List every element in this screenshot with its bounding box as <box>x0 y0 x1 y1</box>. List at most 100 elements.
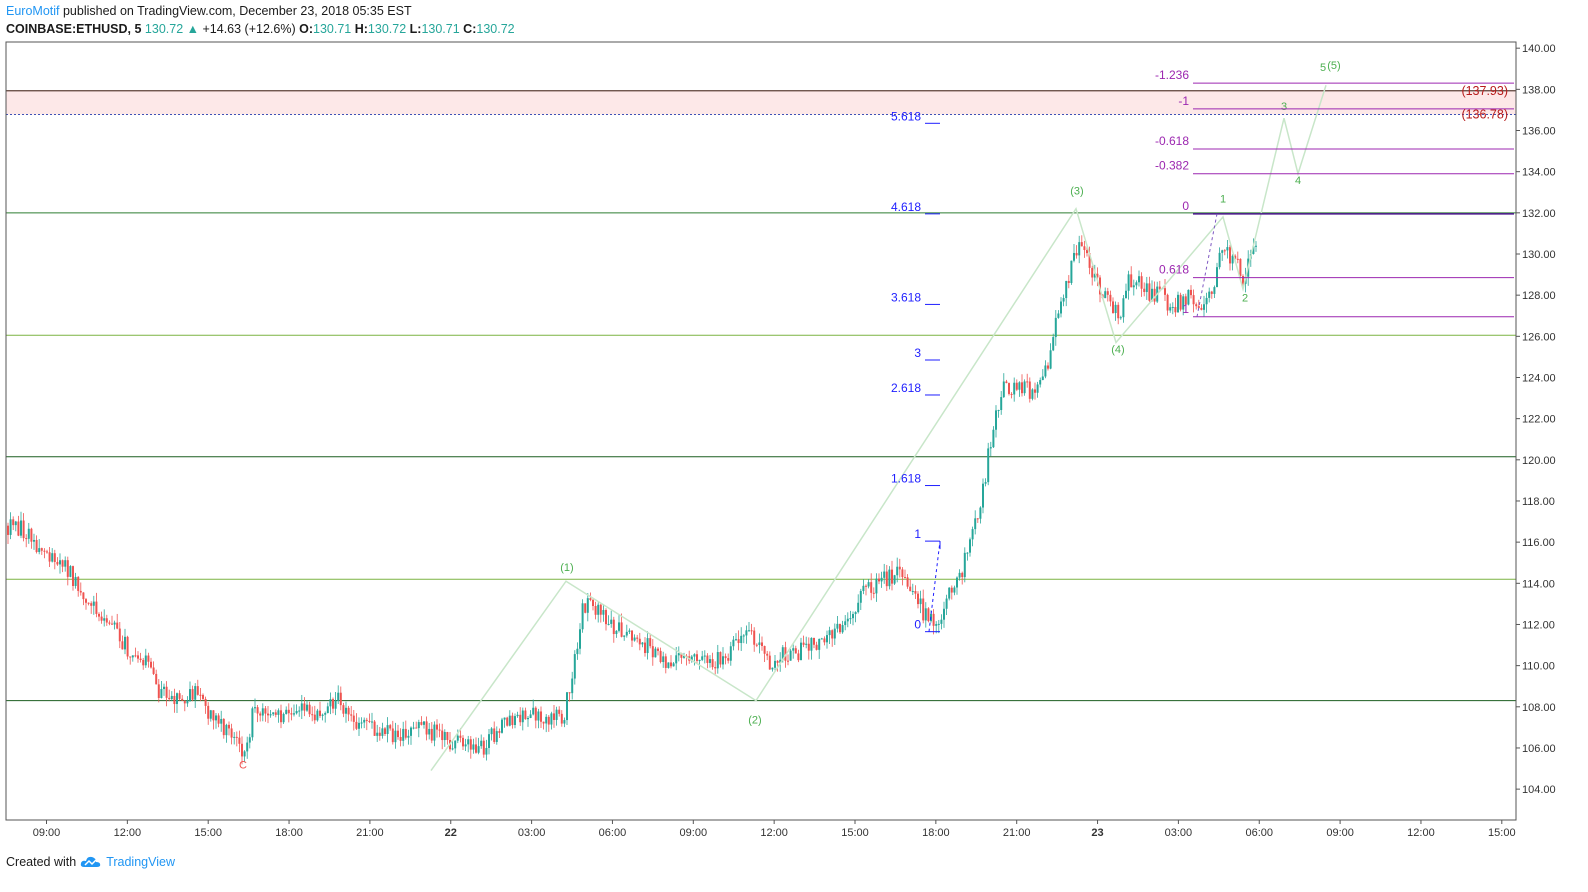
candle-body <box>615 630 618 635</box>
low-value: 130.71 <box>421 22 460 36</box>
candle-body <box>841 625 844 633</box>
candle-body <box>1158 286 1161 289</box>
candle-body <box>1216 267 1218 288</box>
candle-body <box>924 608 927 621</box>
candle-body <box>883 571 886 578</box>
candle-body <box>433 724 436 741</box>
candle-body <box>417 722 420 729</box>
candle-body <box>755 644 758 646</box>
candle-body <box>1104 291 1107 299</box>
candle-body <box>649 638 652 647</box>
candle-body <box>394 730 397 743</box>
x-tick-label: 06:00 <box>599 827 627 839</box>
candle-body <box>641 642 644 645</box>
candle-body <box>558 709 561 714</box>
candle-body <box>217 715 220 724</box>
candle-body <box>878 578 880 582</box>
candle-body <box>108 622 111 624</box>
candle-body <box>797 653 800 661</box>
candle-body <box>659 650 662 663</box>
candle-body <box>74 576 77 586</box>
candle-body <box>495 731 498 742</box>
candle-body <box>1062 298 1065 302</box>
candle-body <box>56 561 59 565</box>
candle-body <box>111 623 113 625</box>
candle-body <box>961 572 964 578</box>
candle-body <box>922 598 925 621</box>
candle-body <box>118 628 121 642</box>
candle-body <box>1208 291 1211 298</box>
candle-body <box>896 566 899 576</box>
candle-body <box>654 648 657 658</box>
candle-body <box>124 636 126 650</box>
candle-body <box>1065 280 1068 299</box>
candle-body <box>1148 283 1151 301</box>
candle-body <box>420 722 423 725</box>
candle-body <box>241 743 243 757</box>
candle-body <box>1231 255 1234 264</box>
candle-body <box>137 655 139 659</box>
candle-body <box>620 622 623 637</box>
candle-body <box>1125 290 1127 299</box>
tradingview-brand[interactable]: TradingView <box>106 855 175 869</box>
candle-body <box>602 610 605 615</box>
x-tick-label: 12:00 <box>760 827 788 839</box>
candle-body <box>267 713 269 716</box>
candle-body <box>937 623 940 625</box>
candle-body <box>1151 288 1153 301</box>
plot-frame <box>5 41 1517 821</box>
candle-body <box>579 629 581 649</box>
candle-body <box>269 714 272 716</box>
candle-body <box>826 635 828 643</box>
candle-body <box>761 642 763 647</box>
x-tick-label: 21:00 <box>356 827 384 839</box>
candle-body <box>1075 252 1078 256</box>
candle-body <box>789 650 792 661</box>
candle-body <box>287 709 290 714</box>
candle-body <box>1114 304 1117 314</box>
candle-body <box>1145 283 1148 293</box>
candle-body <box>532 707 535 715</box>
candle-body <box>1197 306 1200 308</box>
x-tick-label: 18:00 <box>922 827 950 839</box>
candle-body <box>1083 246 1086 251</box>
y-tick-label: 106.00 <box>1522 743 1556 755</box>
candle-body <box>709 659 711 663</box>
candle-body <box>976 518 979 520</box>
candle-body <box>256 707 259 714</box>
candle-body <box>893 575 896 584</box>
candle-body <box>919 598 922 605</box>
price-target-label: (137.93) <box>1461 84 1508 98</box>
candle-body <box>677 653 680 656</box>
candle-body <box>215 715 217 721</box>
candle-body <box>657 648 659 651</box>
candle-body <box>1203 304 1205 310</box>
candle-body <box>958 572 961 578</box>
wave-label: (5) <box>1327 60 1340 72</box>
wave-label: 3 <box>1281 101 1287 113</box>
candle-body <box>906 577 909 587</box>
candle-body <box>940 619 943 624</box>
y-tick-label: 118.00 <box>1522 496 1555 508</box>
candle-body <box>173 695 176 705</box>
candle-body <box>181 698 184 701</box>
candle-body <box>316 710 319 721</box>
candle-body <box>1028 381 1031 399</box>
y-tick-label: 122.00 <box>1522 414 1556 426</box>
candle-body <box>651 646 654 658</box>
candle-body <box>35 539 38 553</box>
candle-body <box>443 732 446 741</box>
candle-body <box>1067 280 1070 283</box>
candle-body <box>399 737 402 741</box>
fib-purple-label: -0.382 <box>1155 159 1189 173</box>
author-link[interactable]: EuroMotif <box>6 4 60 18</box>
candle-body <box>995 410 997 430</box>
candle-body <box>872 592 875 594</box>
candle-body <box>61 560 64 567</box>
candle-body <box>813 637 815 645</box>
y-tick-label: 124.00 <box>1522 372 1556 384</box>
fib-purple-label: -1.236 <box>1155 68 1189 82</box>
candle-body <box>64 560 67 567</box>
y-tick-label: 110.00 <box>1522 661 1555 673</box>
